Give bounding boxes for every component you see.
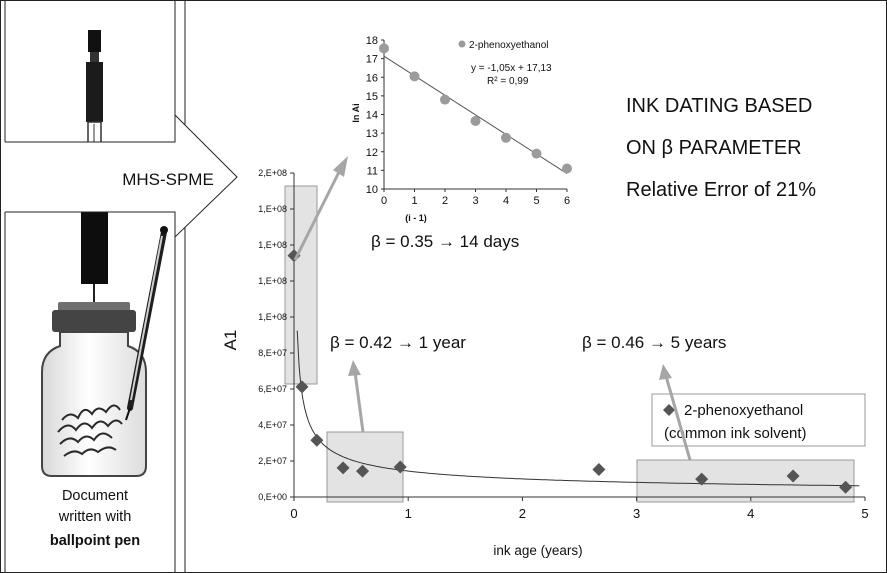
document-caption-line1: Document — [62, 488, 128, 504]
main-data-point — [592, 462, 606, 476]
main-x-tick-label: 1 — [405, 506, 412, 521]
inset-y-tick-label: 16 — [366, 72, 378, 84]
highlight-box-early — [284, 185, 318, 385]
legend-label-line1: 2-phenoxyethanol — [684, 402, 803, 419]
mhs-spme-arrow: MHS-SPME — [4, 1, 238, 572]
main-points — [287, 249, 853, 494]
main-trend-line — [296, 330, 860, 487]
callout-fourteen-days: β = 0.35 → 14 days — [371, 232, 519, 251]
legend-box — [651, 393, 866, 447]
inset-x-tick-label: 6 — [564, 195, 570, 207]
main-x-axis-label: ink age (years) — [493, 543, 582, 558]
legend-label-line2: (common ink solvent) — [664, 425, 807, 442]
document-caption-line2: written with — [58, 509, 132, 525]
pointer-arrowhead-five-years — [659, 364, 672, 380]
main-x-tick-label: 2 — [519, 506, 526, 521]
inset-data-point — [562, 163, 572, 174]
main-x-tick-label: 4 — [747, 506, 754, 521]
pointer-arrow-inset — [293, 169, 342, 261]
pointer-arrowhead-inset — [333, 156, 348, 177]
main-y-tick-label: 0,E+00 — [258, 492, 287, 502]
main-y-tick-label: 1,E+08 — [258, 204, 287, 214]
headline: INK DATING BASED ON β PARAMETER Relative… — [626, 95, 816, 201]
main-y-tick-label: 1,E+08 — [258, 312, 287, 322]
pointer-arrowhead-one-year — [348, 360, 361, 376]
main-chart: 0 1 2 3 4 5 0,E+00 2,E+07 4,E+07 6,E+07 8,E+07 1,E+… — [221, 156, 869, 558]
main-x-tick-label: 0 — [290, 506, 297, 521]
inset-data-point — [470, 116, 481, 127]
main-data-point — [295, 380, 309, 394]
main-data-point — [310, 433, 324, 447]
pointer-arrow-five-years — [664, 375, 692, 461]
main-legend: 2-phenoxyethanol (common ink solvent) — [651, 393, 866, 447]
sample-vial-illustration — [41, 302, 147, 477]
inset-data-point — [379, 43, 389, 54]
main-data-point — [695, 472, 709, 486]
main-y-tick-label: 2,E+07 — [258, 456, 287, 466]
inset-y-tick-label: 11 — [367, 165, 378, 177]
mhs-spme-label: MHS-SPME — [122, 170, 214, 189]
inset-data-point — [501, 132, 511, 143]
inset-x-tick-label: 0 — [381, 195, 387, 207]
ink-scribble — [57, 404, 123, 457]
inset-data-point — [409, 71, 420, 82]
pointer-arrow-one-year — [353, 371, 365, 433]
inset-y-tick-label: 12 — [366, 147, 378, 159]
main-x-tick-label: 3 — [633, 506, 640, 521]
inset-y-tick-label: 10 — [366, 184, 378, 196]
inset-data-point — [440, 94, 450, 105]
highlight-box-five-years — [636, 459, 855, 503]
main-data-point — [786, 469, 800, 483]
headline-line3: Relative Error of 21% — [626, 179, 816, 201]
callout-five-years: β = 0.46 → 5 years — [582, 333, 726, 352]
inset-points — [379, 43, 572, 174]
main-y-tick-label: 1,E+08 — [258, 276, 287, 286]
document-caption-line3: ballpoint pen — [50, 533, 140, 549]
inset-equation: y = -1,05x + 17,13 — [471, 63, 552, 74]
inset-x-tick-label: 3 — [472, 195, 478, 207]
callout-one-year: β = 0.42 → 1 year — [330, 333, 466, 352]
main-axes: 0 1 2 3 4 5 0,E+00 2,E+07 4,E+07 6,E+07 8,E+07 1,E+… — [258, 168, 868, 521]
inset-x-tick-label: 2 — [442, 195, 448, 207]
headline-line2: ON β PARAMETER — [626, 137, 802, 159]
inset-r-squared: R² = 0,99 — [487, 76, 529, 87]
pointer-arrows — [293, 156, 692, 461]
main-y-axis-label: A1 — [221, 330, 240, 351]
inset-y-tick-label: 15 — [366, 91, 378, 103]
inset-y-axis-label: ln Ai — [351, 103, 361, 122]
inset-data-point — [531, 148, 542, 159]
main-y-tick-label: 4,E+07 — [258, 420, 287, 430]
inset-y-tick-label: 17 — [366, 54, 378, 66]
main-y-tick-label: 1,E+08 — [258, 240, 287, 250]
headline-line1: INK DATING BASED — [626, 95, 812, 117]
inset-legend-marker — [458, 40, 466, 48]
main-data-point — [336, 461, 350, 475]
main-y-tick-label: 2,E+08 — [258, 168, 287, 178]
inset-x-tick-label: 1 — [411, 195, 417, 207]
main-data-point — [393, 460, 407, 474]
main-y-tick-label: 8,E+07 — [258, 348, 287, 358]
inset-legend-label: 2-phenoxyethanol — [469, 40, 549, 51]
ballpoint-pen-illustration — [125, 226, 168, 421]
inset-x-tick-label: 4 — [503, 195, 509, 207]
inset-y-tick-label: 14 — [366, 110, 378, 122]
inset-x-tick-label: 5 — [533, 195, 539, 207]
inset-y-tick-label: 13 — [366, 128, 378, 140]
main-x-tick-label: 5 — [861, 506, 868, 521]
main-y-tick-label: 6,E+07 — [258, 384, 287, 394]
main-data-point — [839, 480, 853, 494]
main-data-point — [356, 464, 370, 478]
inset-y-tick-label: 18 — [366, 35, 378, 47]
legend-marker — [663, 404, 675, 416]
inset-x-axis-label: (i - 1) — [405, 213, 427, 223]
